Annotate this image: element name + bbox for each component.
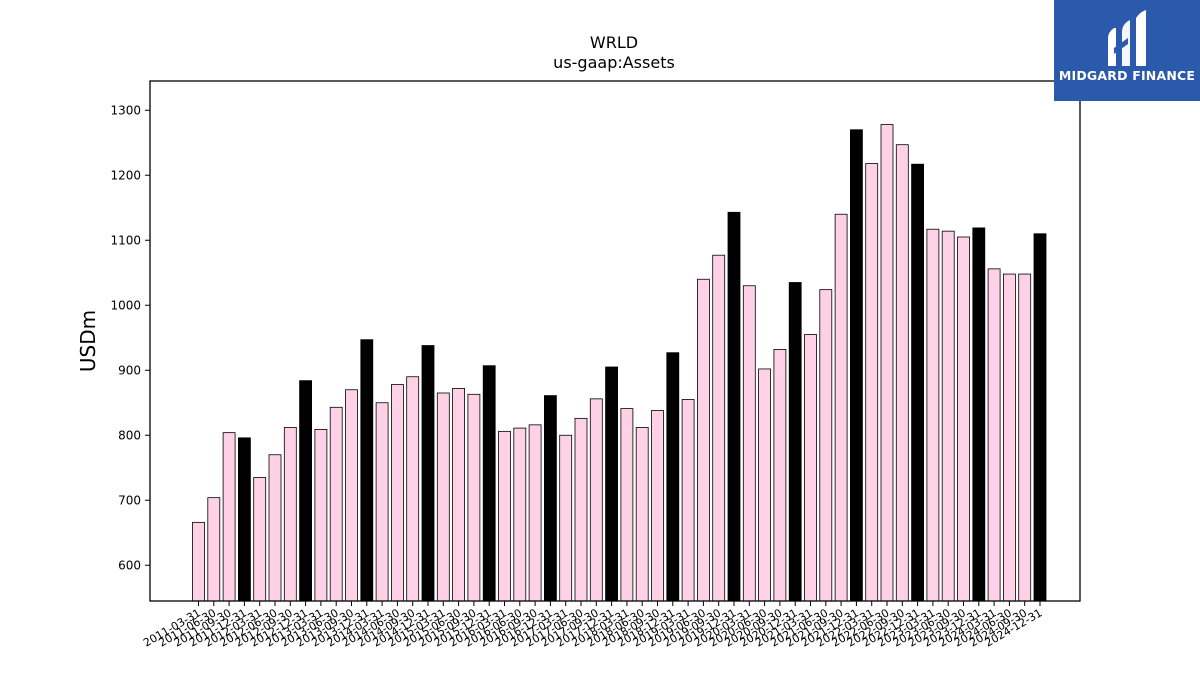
y-tick-label: 800: [118, 428, 141, 442]
y-tick-label: 700: [118, 493, 141, 507]
y-tick-label: 600: [118, 558, 141, 572]
bar: [681, 399, 695, 602]
bar: [253, 477, 267, 602]
bar: [482, 365, 496, 602]
bar: [620, 408, 634, 602]
bar: [283, 427, 297, 602]
bar: [345, 389, 358, 602]
bar: [773, 349, 787, 602]
bar: [498, 430, 511, 602]
bar: [237, 437, 251, 602]
bar: [360, 339, 374, 602]
bar: [375, 402, 389, 602]
bar: [559, 434, 573, 602]
y-tick-label: 1200: [110, 168, 141, 182]
bar: [528, 424, 542, 602]
bar: [865, 163, 879, 602]
bar: [635, 427, 649, 602]
bar: [727, 211, 741, 602]
bar: [436, 392, 450, 602]
bar: [972, 227, 986, 602]
bar: [742, 285, 756, 602]
bar: [574, 417, 588, 602]
bar: [788, 282, 802, 602]
bar: [452, 388, 466, 602]
y-tick-label: 1000: [110, 298, 141, 312]
bar: [712, 254, 726, 602]
bar: [819, 289, 833, 602]
bar: [467, 393, 481, 602]
y-axis-ticks: 600 700 800 900 1000 1100 1200 1300: [110, 103, 150, 572]
bar: [666, 352, 680, 602]
bar: [651, 410, 664, 602]
midgard-logo-icon: [1108, 10, 1146, 66]
bar: [1003, 273, 1016, 602]
bar: [513, 427, 527, 602]
bar: [589, 398, 603, 602]
bar: [1033, 233, 1047, 602]
plot-frame: [149, 80, 1081, 602]
bar: [406, 376, 420, 602]
bars: [192, 124, 1047, 602]
y-axis-label: USDm: [76, 310, 100, 372]
x-axis-ticks: 2011-03-312011-06-302011-09-302011-12-31…: [141, 601, 1045, 650]
bar: [926, 228, 940, 602]
bar: [390, 384, 404, 602]
y-tick-label: 900: [118, 363, 141, 377]
chart-subtitle: us-gaap:Assets: [553, 53, 675, 72]
bar: [299, 380, 313, 602]
bar: [850, 129, 863, 602]
bar: [911, 163, 924, 602]
bar: [804, 334, 817, 602]
bar: [895, 144, 909, 602]
bar: [1018, 273, 1032, 602]
bar: [941, 230, 955, 602]
y-tick-label: 1100: [110, 233, 141, 247]
bar: [544, 395, 557, 602]
bar: [268, 454, 282, 602]
bar: [957, 236, 970, 602]
bar: [314, 428, 328, 602]
bar: [987, 268, 1001, 602]
bar: [605, 366, 618, 602]
bar: [222, 432, 236, 602]
bar: [697, 278, 710, 602]
brand-logo: MIDGARD FINANCE: [1054, 0, 1200, 101]
bar: [421, 345, 435, 602]
bar: [880, 124, 894, 602]
bar: [834, 213, 848, 602]
bar: [758, 368, 771, 602]
bar: [329, 406, 343, 602]
chart-title: WRLD: [590, 33, 638, 52]
brand-name: MIDGARD FINANCE: [1058, 68, 1196, 83]
bar: [207, 497, 221, 602]
bar: [192, 521, 205, 602]
y-tick-label: 1300: [110, 103, 141, 117]
